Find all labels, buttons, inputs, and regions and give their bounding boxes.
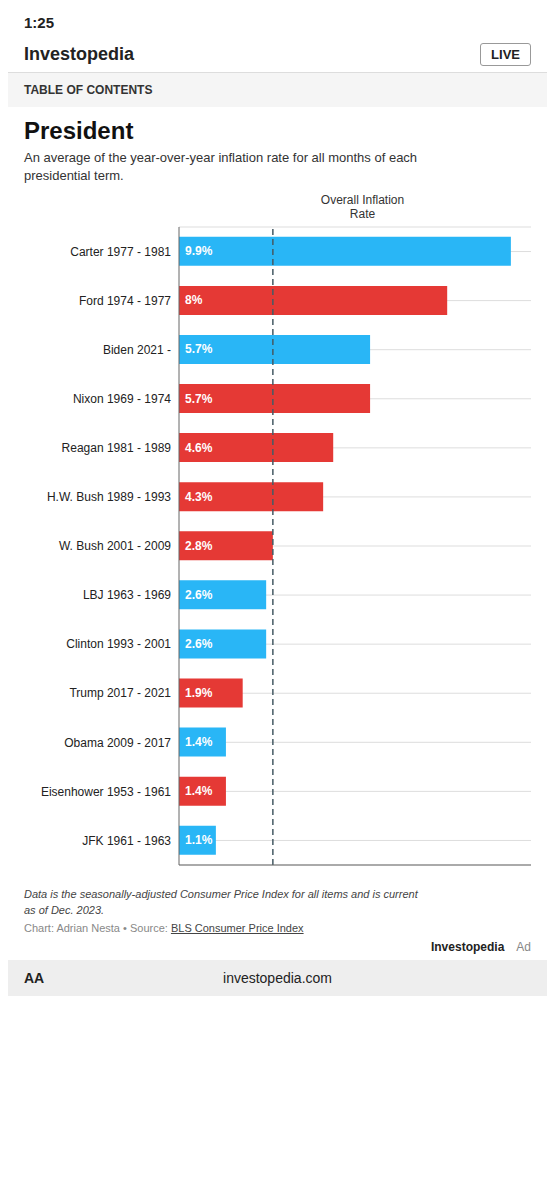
- svg-text:1.4%: 1.4%: [185, 735, 213, 749]
- svg-text:2.6%: 2.6%: [185, 637, 213, 651]
- html-text:LIVE: LIVE: [491, 47, 520, 62]
- svg-text:4.6%: 4.6%: [185, 441, 213, 455]
- svg-text:W. Bush 2001 - 2009: W. Bush 2001 - 2009: [59, 540, 171, 554]
- svg-text:Nixon 1969 - 1974: Nixon 1969 - 1974: [73, 392, 171, 406]
- svg-text:Obama 2009 - 2017: Obama 2009 - 2017: [64, 736, 171, 750]
- html-text:investopedia.com: investopedia.com: [223, 970, 332, 987]
- svg-text:Carter 1977 - 1981: Carter 1977 - 1981: [70, 245, 171, 259]
- svg-text:1.9%: 1.9%: [185, 686, 213, 700]
- svg-text:9.9%: 9.9%: [185, 245, 213, 259]
- html-text:Overall Inflation Rate: Overall Inflation Rate: [320, 193, 405, 222]
- html-text:Ad: Ad: [516, 940, 531, 955]
- svg-text:1.1%: 1.1%: [185, 834, 213, 848]
- svg-text:2.8%: 2.8%: [185, 539, 213, 553]
- html-text:1:25: 1:25: [24, 14, 54, 31]
- svg-text:Ford 1974 - 1977: Ford 1974 - 1977: [79, 294, 171, 308]
- svg-text:Reagan 1981 - 1989: Reagan 1981 - 1989: [62, 441, 172, 455]
- svg-text:H.W. Bush 1989 - 1993: H.W. Bush 1989 - 1993: [47, 491, 171, 505]
- svg-text:Biden 2021 -: Biden 2021 -: [103, 343, 171, 357]
- html-text:Data is the seasonally-adjuste: Data is the seasonally-adjusted Consumer…: [24, 888, 418, 916]
- svg-text:2.6%: 2.6%: [185, 588, 213, 602]
- html-text:Chart: Adrian Nesta • Source:: Chart: Adrian Nesta • Source: BLS Consum…: [24, 922, 304, 935]
- svg-text:JFK 1961 - 1963: JFK 1961 - 1963: [82, 834, 171, 848]
- svg-text:Clinton 1993 - 2001: Clinton 1993 - 2001: [66, 638, 171, 652]
- svg-text:LBJ 1963 - 1969: LBJ 1963 - 1969: [83, 589, 171, 603]
- svg-text:Eisenhower 1953 - 1961: Eisenhower 1953 - 1961: [41, 785, 171, 799]
- svg-text:4.3%: 4.3%: [185, 490, 213, 504]
- svg-text:5.7%: 5.7%: [185, 392, 213, 406]
- html-text:Investopedia: Investopedia: [431, 940, 505, 955]
- svg-text:8%: 8%: [185, 294, 203, 308]
- svg-text:1.4%: 1.4%: [185, 785, 213, 799]
- svg-text:5.7%: 5.7%: [185, 343, 213, 357]
- html-text:AA: AA: [24, 970, 45, 987]
- html-text:An average of the year-over-ye: An average of the year-over-year inflati…: [24, 150, 418, 184]
- html-text:President: President: [24, 117, 134, 144]
- html-text:Investopedia: Investopedia: [24, 44, 134, 64]
- html-text:TABLE OF CONTENTS: TABLE OF CONTENTS: [24, 83, 153, 97]
- svg-text:Trump 2017 - 2021: Trump 2017 - 2021: [69, 687, 171, 701]
